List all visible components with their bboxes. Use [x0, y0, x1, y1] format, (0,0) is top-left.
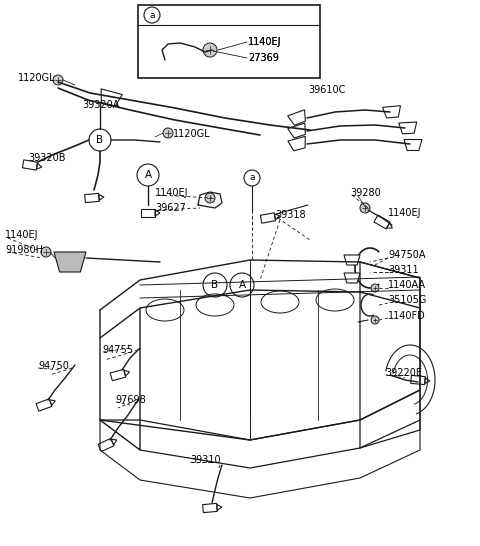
Text: A: A	[239, 280, 246, 290]
Polygon shape	[54, 252, 86, 272]
Text: B: B	[96, 135, 104, 145]
Bar	[138, 5, 320, 78]
Polygon shape	[344, 255, 360, 265]
Polygon shape	[344, 273, 360, 283]
Text: a: a	[249, 174, 255, 182]
Circle shape	[360, 203, 370, 213]
Text: B: B	[211, 280, 218, 290]
Polygon shape	[383, 106, 400, 118]
Polygon shape	[404, 139, 422, 151]
Circle shape	[371, 316, 379, 324]
Text: 39280: 39280	[350, 188, 381, 198]
Text: 1140EJ: 1140EJ	[248, 37, 281, 47]
Text: 39320B: 39320B	[28, 153, 65, 163]
Text: 39318: 39318	[275, 210, 306, 220]
Text: 1140EJ: 1140EJ	[388, 208, 421, 218]
Text: 39610C: 39610C	[308, 85, 346, 95]
Text: 39320A: 39320A	[82, 100, 120, 110]
Circle shape	[371, 284, 379, 292]
Text: 35105G: 35105G	[388, 295, 426, 305]
Polygon shape	[101, 89, 122, 106]
Text: 1140EJ: 1140EJ	[248, 37, 281, 47]
Text: 1140EJ: 1140EJ	[5, 230, 38, 240]
Text: 1140AA: 1140AA	[388, 280, 426, 290]
Text: 39310: 39310	[190, 455, 221, 465]
Text: 39627: 39627	[155, 203, 186, 213]
Polygon shape	[288, 110, 305, 125]
Text: 1120GL: 1120GL	[173, 129, 211, 139]
Circle shape	[53, 75, 63, 85]
Text: 94750: 94750	[38, 361, 69, 371]
Text: 27369: 27369	[248, 53, 279, 63]
Circle shape	[203, 43, 217, 57]
Text: 27369: 27369	[248, 53, 279, 63]
Polygon shape	[288, 123, 305, 138]
Circle shape	[205, 193, 215, 203]
Circle shape	[163, 128, 173, 138]
Text: 39311: 39311	[388, 265, 419, 275]
Text: 1140FD: 1140FD	[388, 311, 426, 321]
Text: 94755: 94755	[102, 345, 133, 355]
Text: 1120GL: 1120GL	[18, 73, 56, 83]
Text: A: A	[144, 170, 152, 180]
Text: a: a	[149, 10, 155, 20]
Polygon shape	[288, 136, 305, 151]
Polygon shape	[399, 122, 417, 134]
Text: 39220E: 39220E	[385, 368, 422, 378]
Circle shape	[41, 247, 51, 257]
Text: 91980H: 91980H	[5, 245, 43, 255]
Text: 1140EJ: 1140EJ	[155, 188, 189, 198]
Text: 97698: 97698	[115, 395, 146, 405]
Text: 94750A: 94750A	[388, 250, 425, 260]
